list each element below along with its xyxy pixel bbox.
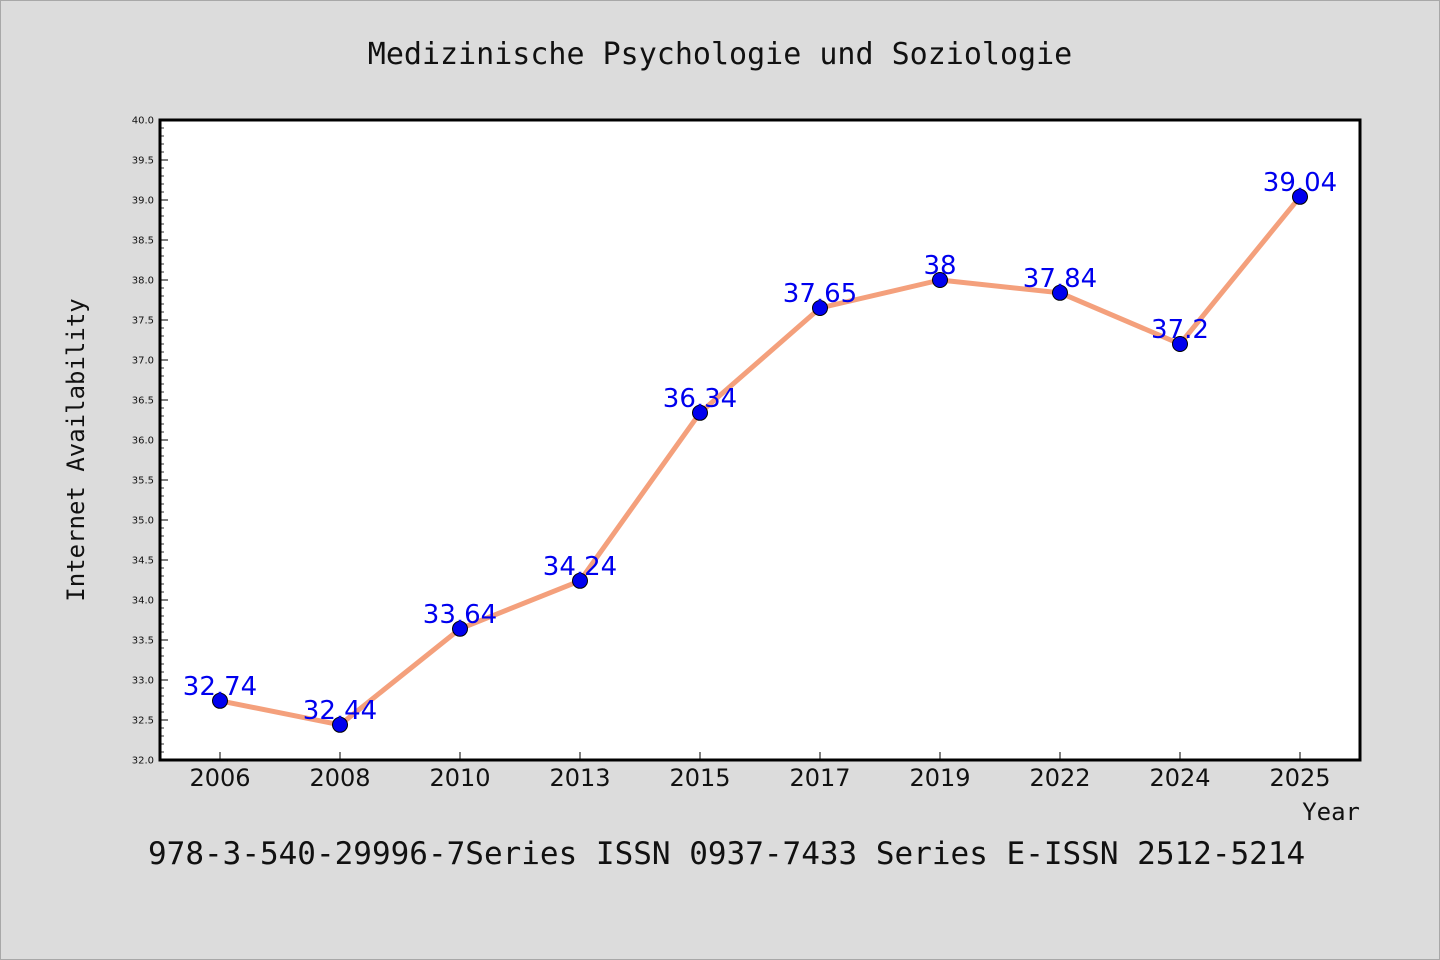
y-axis: 32.0 32.5 33.0 33.5 34.0 34.5 35.0 35.5 36.0 36.5…: [132, 116, 168, 767]
y-axis-label: Internet Availability: [62, 298, 90, 601]
y-tick-label: 32.0: [132, 756, 154, 767]
data-label: 33.64: [423, 600, 497, 630]
data-label: 32.74: [183, 672, 257, 702]
data-label: 39.04: [1263, 168, 1337, 198]
x-tick-label: 2017: [789, 764, 850, 792]
data-label: 37.84: [1023, 264, 1097, 294]
y-tick-label: 35.0: [132, 516, 154, 527]
data-point: [212, 692, 228, 709]
y-tick-label: 34.5: [132, 556, 154, 567]
x-tick-label: 2019: [909, 764, 970, 792]
data-point: [812, 300, 828, 316]
data-label: 37.65: [783, 279, 857, 309]
data-point: [572, 572, 588, 589]
y-tick-label: 37.0: [132, 356, 154, 367]
data-label: 38: [923, 251, 956, 281]
y-tick-label: 33.5: [132, 636, 154, 647]
x-tick-label: 2025: [1269, 764, 1330, 792]
y-tick-label: 32.5: [132, 716, 154, 727]
x-axis-label: Year: [1302, 798, 1360, 826]
y-tick-label: 39.5: [132, 156, 154, 167]
x-tick-label: 2010: [429, 764, 490, 792]
data-label: 36.34: [663, 384, 737, 414]
x-tick-label: 2008: [309, 764, 370, 792]
data-point: [332, 716, 348, 733]
x-tick-label: 2022: [1029, 764, 1090, 792]
chart-title: Medizinische Psychologie und Soziologie: [368, 37, 1072, 72]
data-point: [1292, 188, 1308, 205]
x-tick-label: 2006: [189, 764, 250, 792]
data-label: 37.2: [1151, 315, 1209, 345]
x-tick-label: 2024: [1149, 764, 1210, 792]
footer-isbn-issn: 978-3-540-29996-7Series ISSN 0937-7433 S…: [148, 836, 1305, 872]
y-tick-label: 38.0: [132, 276, 154, 287]
y-tick-label: 35.5: [132, 476, 154, 487]
plot-area: [158, 118, 1362, 762]
x-tick-label: 2013: [549, 764, 610, 792]
data-point: [452, 620, 468, 637]
x-tick-label: 2015: [669, 764, 730, 792]
y-tick-label: 34.0: [132, 596, 154, 607]
data-series: 32.74 32.44 33.64 34.24 36.34 37.65 38 37.84 37.…: [183, 168, 1337, 733]
data-point: [1172, 336, 1188, 352]
y-tick-label: 39.0: [132, 196, 154, 207]
data-label: 34.24: [543, 552, 617, 582]
y-tick-label: 36.5: [132, 396, 154, 407]
y-tick-label: 40.0: [132, 116, 154, 127]
data-point: [932, 272, 948, 288]
y-tick-label: 37.5: [132, 316, 154, 327]
data-point: [692, 404, 708, 421]
data-point: [1052, 284, 1068, 301]
y-tick-label: 33.0: [132, 676, 154, 687]
y-tick-label: 36.0: [132, 436, 154, 447]
y-tick-label: 38.5: [132, 236, 154, 247]
series-line: [219, 195, 1302, 728]
x-axis: 2006 2008 2010 2013 2015 2017 2019 2022 2024 2025: [189, 752, 1331, 792]
data-label: 32.44: [303, 696, 377, 726]
